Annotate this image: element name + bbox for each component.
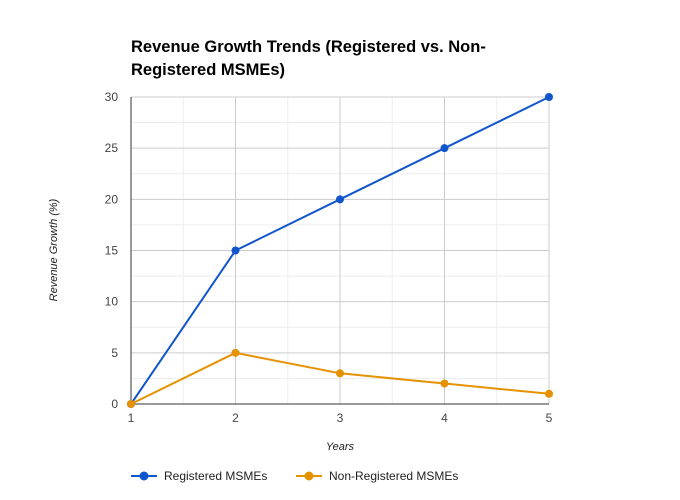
x-axis-label: Years xyxy=(326,441,355,453)
y-tick-label: 10 xyxy=(105,295,119,309)
data-point xyxy=(440,379,449,388)
y-axis-label: Revenue Growth (%) xyxy=(48,198,60,301)
x-tick-label: 1 xyxy=(128,411,135,425)
data-point xyxy=(336,195,344,204)
series-lines xyxy=(127,93,553,408)
y-tick-label: 0 xyxy=(111,397,118,411)
chart-title: Revenue Growth Trends (Registered vs. No… xyxy=(131,38,486,79)
y-tick-label: 20 xyxy=(105,192,119,206)
legend-marker xyxy=(304,471,314,481)
x-tick-label: 4 xyxy=(441,411,448,425)
y-tick-label: 5 xyxy=(111,346,118,360)
y-tick-label: 25 xyxy=(105,141,119,155)
axes xyxy=(130,97,549,405)
x-tick-label: 5 xyxy=(546,411,553,425)
data-point xyxy=(231,246,240,255)
data-point xyxy=(440,144,449,153)
y-tick-labels: 0 5 10 15 20 25 30 xyxy=(105,90,119,411)
y-tick-label: 30 xyxy=(105,90,119,104)
y-tick-label: 15 xyxy=(105,244,119,258)
x-tick-labels: 1 2 3 4 5 xyxy=(128,411,553,425)
x-tick-label: 2 xyxy=(232,411,239,425)
data-point xyxy=(545,389,553,398)
legend-label: Registered MSMEs xyxy=(164,469,267,483)
legend: Registered MSMEs Non-Registered MSMEs xyxy=(131,469,458,483)
grid xyxy=(131,96,550,404)
legend-label: Non-Registered MSMEs xyxy=(329,469,458,483)
data-point xyxy=(231,348,240,357)
data-point xyxy=(545,93,553,101)
x-tick-label: 3 xyxy=(337,411,344,425)
legend-marker xyxy=(139,471,149,481)
data-point xyxy=(336,369,344,378)
data-point xyxy=(127,400,135,408)
